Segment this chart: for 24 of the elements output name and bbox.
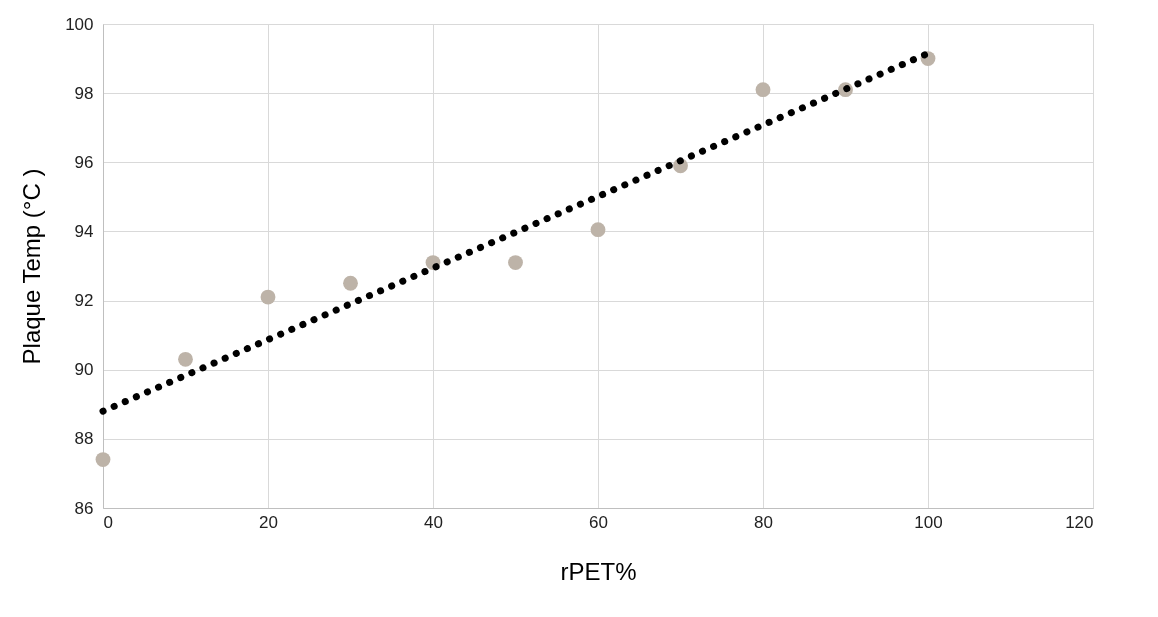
point <box>95 452 111 467</box>
y-tick-label: 94 <box>74 221 94 241</box>
point <box>590 222 606 238</box>
point <box>508 255 523 270</box>
y-tick-label: 92 <box>74 291 94 311</box>
point <box>178 351 193 367</box>
point <box>343 275 358 291</box>
y-tick-label: 90 <box>74 360 94 380</box>
x-tick-label: 20 <box>259 512 278 532</box>
y-tick-label: 100 <box>65 14 94 34</box>
y-axis-title: Plaque Temp (°C ) <box>18 168 46 365</box>
y-tick-label: 96 <box>74 152 94 172</box>
x-tick-label: 120 <box>1065 512 1094 532</box>
x-axis-title: rPET% <box>560 557 637 585</box>
point <box>260 289 276 305</box>
point <box>755 82 771 98</box>
y-tick-label: 88 <box>74 429 94 449</box>
x-tick-label: 40 <box>424 512 443 532</box>
y-tick-label: 98 <box>74 83 94 103</box>
x-tick-label: 100 <box>914 512 943 532</box>
x-tick-label: 60 <box>589 512 608 532</box>
y-tick-label: 86 <box>74 498 94 518</box>
x-tick-label: 0 <box>103 512 113 532</box>
x-tick-label: 80 <box>754 512 773 532</box>
